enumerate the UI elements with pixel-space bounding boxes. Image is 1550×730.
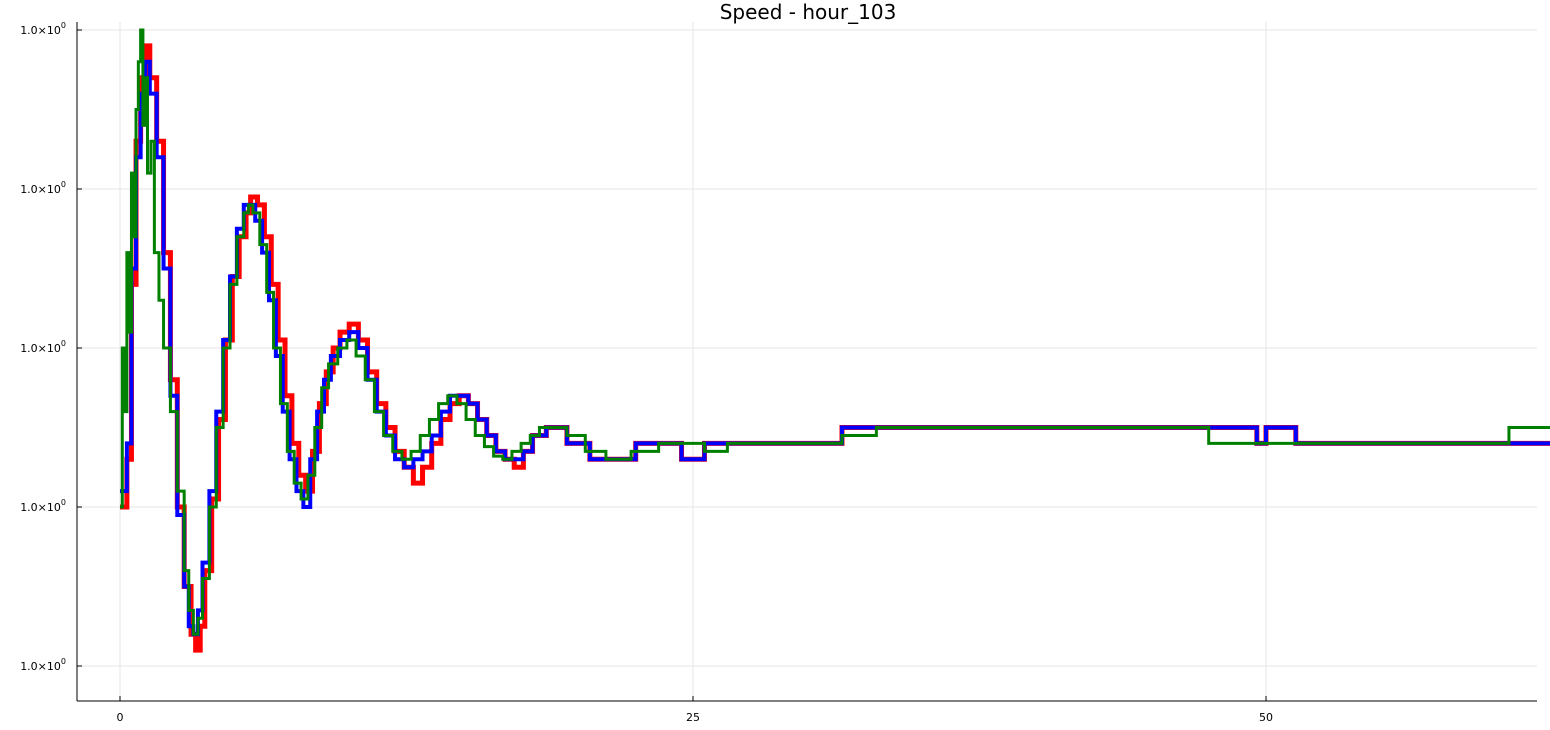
chart-title: Speed - hour_103 [720,0,897,24]
x-tick-label: 50 [1259,711,1273,724]
y-tick-label: 1.0×100 [20,180,66,196]
x-tick-label: 0 [117,711,124,724]
series-layer [120,28,1550,653]
axes: 02550751001.0×1001.0×1001.0×1001.0×1001.… [20,21,1537,724]
y-tick-label: 1.0×100 [20,498,66,514]
grid [77,22,1537,701]
y-tick-label: 1.0×100 [20,657,66,673]
x-tick-label: 25 [686,711,700,724]
y-tick-label: 1.0×100 [20,21,66,37]
y-tick-label: 1.0×100 [20,339,66,355]
series-line-2 [120,28,1550,636]
